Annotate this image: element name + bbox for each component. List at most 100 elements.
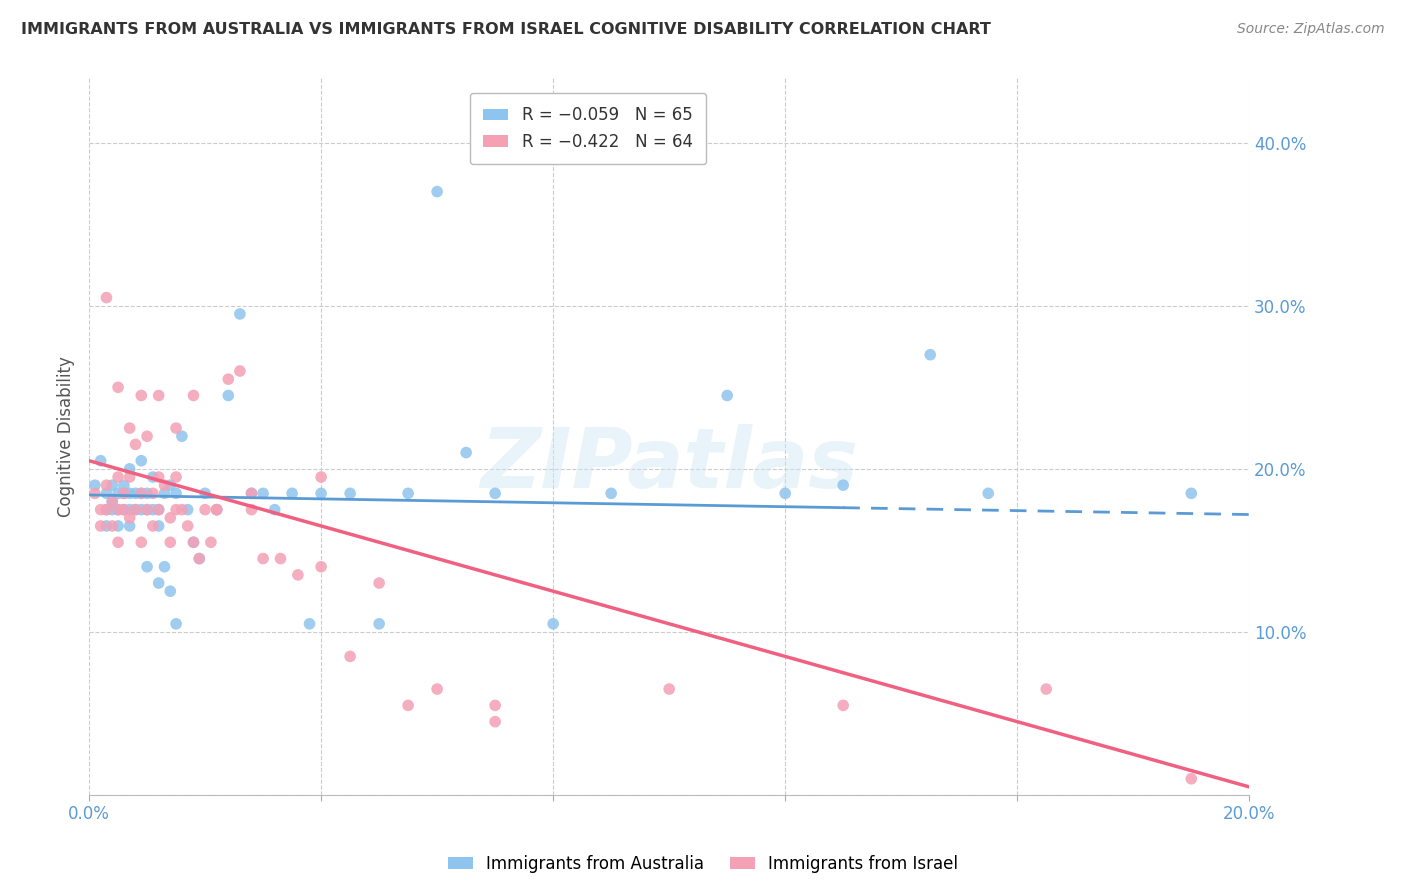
Point: [129, 486, 152, 500]
Point: [240, 486, 263, 500]
Point: [142, 519, 165, 533]
Point: [339, 649, 361, 664]
Point: [170, 429, 193, 443]
Point: [183, 388, 205, 402]
Point: [832, 698, 855, 713]
Point: [118, 421, 141, 435]
Point: [148, 576, 170, 591]
Point: [112, 502, 135, 516]
Point: [129, 486, 152, 500]
Point: [83, 478, 105, 492]
Point: [217, 372, 239, 386]
Point: [716, 388, 738, 402]
Point: [165, 470, 187, 484]
Point: [426, 681, 449, 696]
Point: [165, 421, 187, 435]
Point: [252, 551, 274, 566]
Point: [298, 616, 321, 631]
Text: Source: ZipAtlas.com: Source: ZipAtlas.com: [1237, 22, 1385, 37]
Point: [368, 616, 391, 631]
Point: [101, 519, 124, 533]
Point: [118, 510, 141, 524]
Point: [229, 307, 252, 321]
Point: [920, 348, 942, 362]
Point: [107, 470, 129, 484]
Point: [229, 364, 252, 378]
Point: [118, 470, 141, 484]
Point: [148, 470, 170, 484]
Point: [188, 551, 211, 566]
Point: [96, 502, 118, 516]
Point: [159, 535, 181, 549]
Point: [118, 519, 141, 533]
Point: [159, 510, 181, 524]
Point: [107, 502, 129, 516]
Point: [217, 388, 239, 402]
Point: [83, 486, 105, 500]
Point: [240, 502, 263, 516]
Point: [1035, 681, 1057, 696]
Point: [136, 559, 159, 574]
Point: [159, 584, 181, 599]
Point: [124, 437, 146, 451]
Point: [129, 535, 152, 549]
Point: [484, 486, 506, 500]
Point: [96, 486, 118, 500]
Point: [205, 502, 228, 516]
Point: [96, 502, 118, 516]
Point: [90, 453, 112, 467]
Point: [240, 486, 263, 500]
Point: [124, 486, 146, 500]
Point: [396, 698, 419, 713]
Legend: R = −0.059   N = 65, R = −0.422   N = 64: R = −0.059 N = 65, R = −0.422 N = 64: [470, 93, 706, 164]
Point: [129, 388, 152, 402]
Point: [101, 478, 124, 492]
Point: [165, 486, 187, 500]
Point: [96, 519, 118, 533]
Point: [287, 567, 309, 582]
Point: [832, 478, 855, 492]
Point: [107, 380, 129, 394]
Point: [101, 494, 124, 508]
Point: [118, 486, 141, 500]
Point: [159, 478, 181, 492]
Point: [148, 388, 170, 402]
Point: [176, 502, 198, 516]
Point: [773, 486, 796, 500]
Point: [205, 502, 228, 516]
Point: [153, 478, 176, 492]
Point: [118, 502, 141, 516]
Point: [136, 486, 159, 500]
Point: [142, 470, 165, 484]
Point: [148, 502, 170, 516]
Point: [1180, 486, 1202, 500]
Y-axis label: Cognitive Disability: Cognitive Disability: [58, 356, 75, 516]
Point: [112, 478, 135, 492]
Text: IMMIGRANTS FROM AUSTRALIA VS IMMIGRANTS FROM ISRAEL COGNITIVE DISABILITY CORRELA: IMMIGRANTS FROM AUSTRALIA VS IMMIGRANTS …: [21, 22, 991, 37]
Point: [129, 502, 152, 516]
Point: [136, 502, 159, 516]
Point: [183, 535, 205, 549]
Point: [339, 486, 361, 500]
Point: [396, 486, 419, 500]
Point: [205, 502, 228, 516]
Point: [101, 494, 124, 508]
Point: [977, 486, 1000, 500]
Point: [484, 698, 506, 713]
Point: [252, 486, 274, 500]
Point: [200, 535, 222, 549]
Point: [165, 502, 187, 516]
Point: [148, 502, 170, 516]
Point: [484, 714, 506, 729]
Point: [183, 535, 205, 549]
Point: [1180, 772, 1202, 786]
Point: [176, 519, 198, 533]
Point: [107, 502, 129, 516]
Point: [188, 551, 211, 566]
Text: ZIPatlas: ZIPatlas: [481, 425, 858, 506]
Legend: Immigrants from Australia, Immigrants from Israel: Immigrants from Australia, Immigrants fr…: [441, 848, 965, 880]
Point: [101, 502, 124, 516]
Point: [129, 453, 152, 467]
Point: [194, 486, 217, 500]
Point: [124, 502, 146, 516]
